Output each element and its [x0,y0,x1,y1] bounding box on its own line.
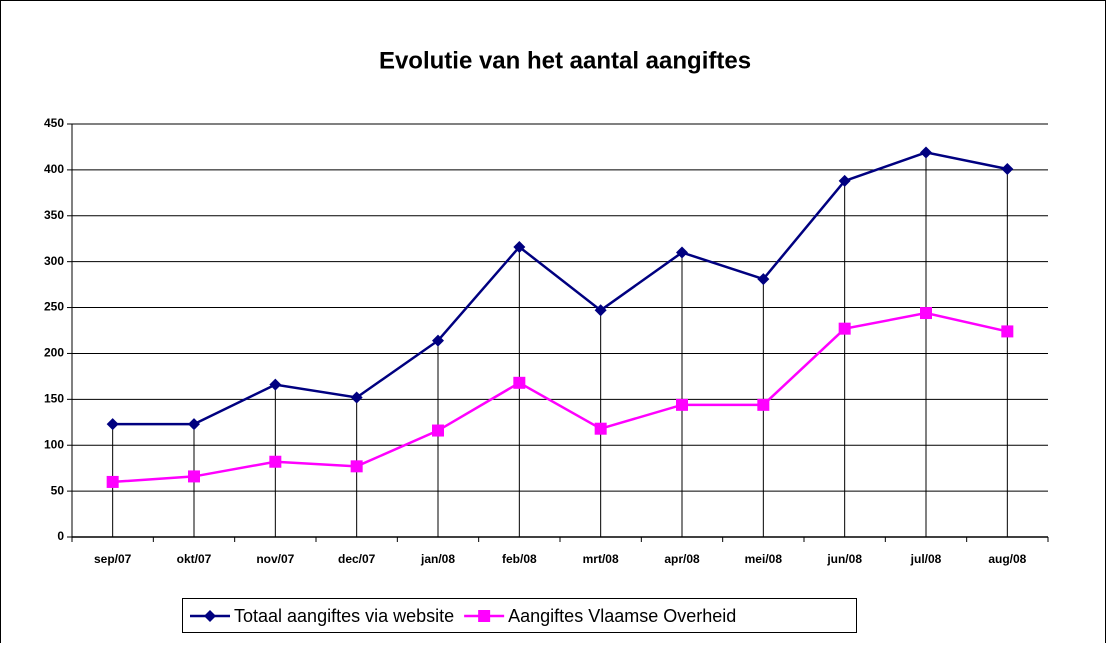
marker [432,334,444,347]
x-tick-label: apr/08 [664,552,700,566]
x-tick-label: mrt/08 [583,552,619,566]
marker [106,475,119,488]
marker [920,146,932,159]
marker [432,424,444,437]
marker [594,304,607,317]
series-line [112,311,1008,484]
marker [269,455,282,468]
legend-box [182,598,857,633]
marker [1001,162,1014,175]
y-tick-label: 0 [57,529,64,543]
x-tick-label: sep/07 [94,552,132,566]
y-tick-label: 150 [44,392,64,406]
marker [838,322,851,335]
marker [188,470,200,483]
x-tick-label: okt/07 [177,552,212,566]
marker [838,174,851,187]
y-tick-label: 450 [44,116,64,130]
marker [204,610,216,622]
marker [757,273,770,286]
y-tick-label: 250 [44,300,64,314]
y-tick-label: 400 [44,162,64,176]
chart-title: Evolutie van het aantal aangiftes [379,47,751,74]
y-tick-label: 350 [44,208,64,222]
marker [350,460,363,473]
marker [513,376,526,389]
marker [920,307,932,320]
x-tick-label: mei/08 [745,552,783,566]
x-tick-label: jun/08 [826,552,862,566]
series-line [112,151,1008,426]
y-tick-label: 50 [51,483,65,497]
marker [676,398,688,411]
marker [478,610,491,622]
marker [106,418,119,431]
x-tick-label: jan/08 [420,552,455,566]
marker [350,391,363,404]
marker [513,240,526,253]
legend-label: Aangiftes Vlaamse Overheid [508,606,736,626]
x-tick-label: dec/07 [338,552,376,566]
x-tick-label: feb/08 [502,552,537,566]
marker [757,398,770,411]
y-tick-label: 200 [44,346,64,360]
y-tick-label: 100 [44,437,64,451]
marker [269,378,282,391]
y-tick-label: 300 [44,254,64,268]
marker [676,246,688,259]
x-tick-label: nov/07 [256,552,294,566]
marker [594,422,607,435]
marker [1001,325,1014,338]
legend-label: Totaal aangiftes via website [234,606,454,626]
x-tick-label: aug/08 [988,552,1026,566]
marker [188,418,200,431]
x-tick-label: jul/08 [910,552,942,566]
